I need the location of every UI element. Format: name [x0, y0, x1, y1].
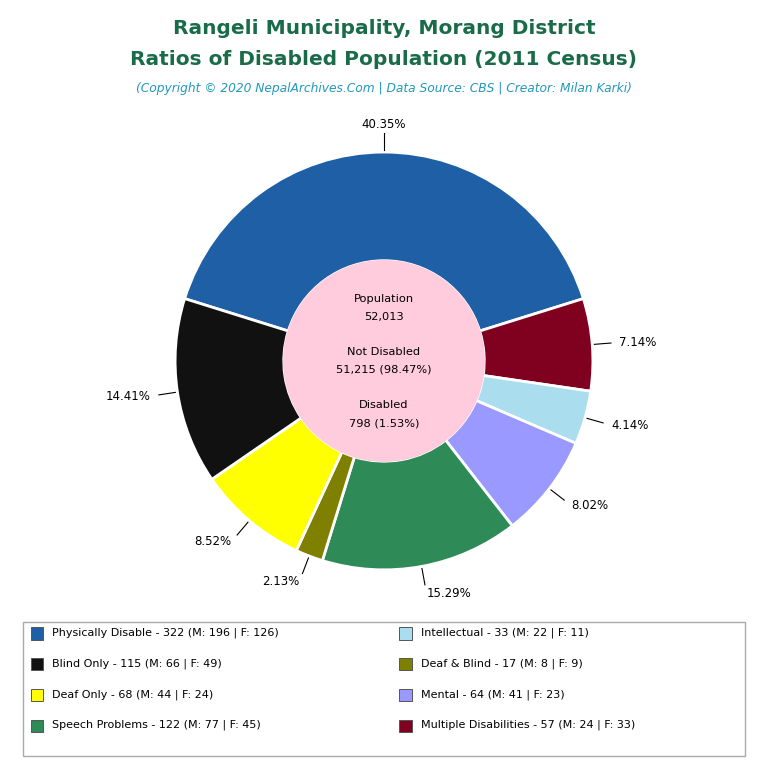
Text: 7.14%: 7.14% — [619, 336, 657, 349]
Text: 798 (1.53%): 798 (1.53%) — [349, 418, 419, 428]
Text: Deaf Only - 68 (M: 44 | F: 24): Deaf Only - 68 (M: 44 | F: 24) — [52, 689, 214, 700]
Text: 4.14%: 4.14% — [611, 419, 648, 432]
Wedge shape — [480, 299, 593, 391]
Text: Intellectual - 33 (M: 22 | F: 11): Intellectual - 33 (M: 22 | F: 11) — [421, 627, 589, 638]
Text: Physically Disable - 322 (M: 196 | F: 126): Physically Disable - 322 (M: 196 | F: 12… — [52, 627, 279, 638]
Wedge shape — [296, 452, 354, 561]
Text: 40.35%: 40.35% — [362, 118, 406, 131]
Wedge shape — [175, 299, 301, 479]
Text: Population: Population — [354, 294, 414, 304]
Wedge shape — [212, 418, 342, 551]
Text: Rangeli Municipality, Morang District: Rangeli Municipality, Morang District — [173, 19, 595, 38]
Text: Mental - 64 (M: 41 | F: 23): Mental - 64 (M: 41 | F: 23) — [421, 689, 564, 700]
Text: 14.41%: 14.41% — [106, 389, 151, 402]
Text: Deaf & Blind - 17 (M: 8 | F: 9): Deaf & Blind - 17 (M: 8 | F: 9) — [421, 658, 583, 669]
Text: Blind Only - 115 (M: 66 | F: 49): Blind Only - 115 (M: 66 | F: 49) — [52, 658, 222, 669]
Wedge shape — [184, 152, 584, 331]
Text: 8.02%: 8.02% — [571, 498, 608, 511]
Text: Multiple Disabilities - 57 (M: 24 | F: 33): Multiple Disabilities - 57 (M: 24 | F: 3… — [421, 720, 635, 730]
Circle shape — [283, 260, 485, 462]
Wedge shape — [323, 440, 512, 570]
Text: 52,013: 52,013 — [364, 312, 404, 322]
Text: Speech Problems - 122 (M: 77 | F: 45): Speech Problems - 122 (M: 77 | F: 45) — [52, 720, 261, 730]
Text: 15.29%: 15.29% — [426, 587, 472, 600]
Text: Disabled: Disabled — [359, 400, 409, 410]
Wedge shape — [445, 401, 576, 526]
Text: 8.52%: 8.52% — [194, 535, 232, 548]
Wedge shape — [476, 376, 591, 443]
Text: 2.13%: 2.13% — [262, 575, 300, 588]
Text: Ratios of Disabled Population (2011 Census): Ratios of Disabled Population (2011 Cens… — [131, 50, 637, 69]
Text: Not Disabled: Not Disabled — [347, 347, 421, 357]
Text: 51,215 (98.47%): 51,215 (98.47%) — [336, 365, 432, 375]
Text: (Copyright © 2020 NepalArchives.Com | Data Source: CBS | Creator: Milan Karki): (Copyright © 2020 NepalArchives.Com | Da… — [136, 82, 632, 95]
